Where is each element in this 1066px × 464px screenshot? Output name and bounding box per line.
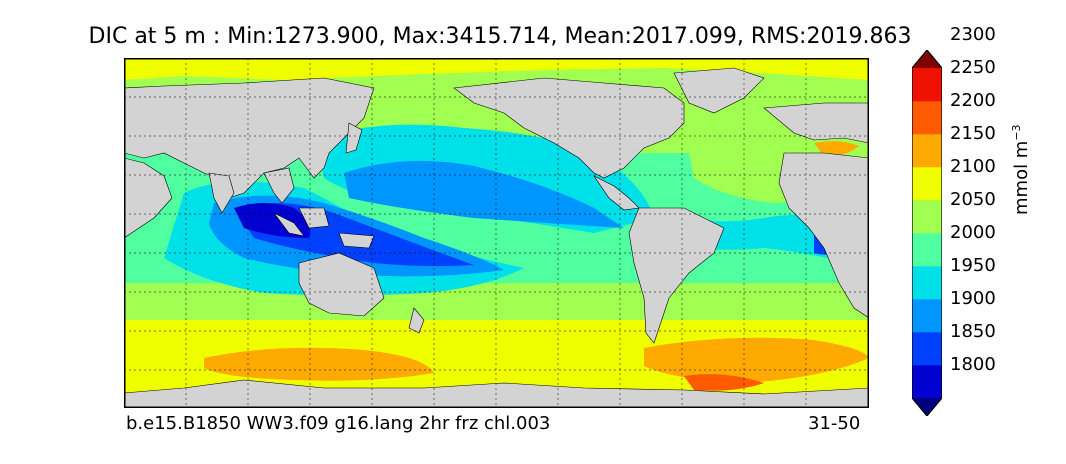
land-new-zealand: [408, 307, 425, 334]
ocean-map: [124, 58, 869, 408]
land-india: [208, 172, 235, 214]
land-antarctica: [124, 379, 869, 408]
land-australia: [298, 252, 385, 317]
colorbar-segment: [912, 68, 942, 102]
plot-title: DIC at 5 m : Min:1273.900, Max:3415.714,…: [88, 24, 912, 49]
land: [124, 67, 869, 408]
colorbar-tick-label: 2200: [950, 90, 996, 111]
land-africa-east: [124, 157, 173, 239]
map-border: [124, 58, 869, 408]
colorbar-extend-max: [912, 50, 942, 68]
map-grid: [124, 58, 869, 408]
colorbar-tick-label: 2000: [950, 222, 996, 243]
colorbar-segment: [912, 266, 942, 300]
land-eurasia: [124, 77, 375, 199]
colorbar-segment: [912, 332, 942, 366]
southern-orange-atlantic: [644, 337, 869, 383]
land-sumatra: [273, 212, 305, 237]
colorbar-tick-label: 2100: [950, 156, 996, 177]
colorbar-segment: [912, 233, 942, 267]
colorbar-tick-label: 1850: [950, 321, 996, 342]
colorbar-tick-label: 1800: [950, 354, 996, 375]
colorbar-tick-label: 1900: [950, 288, 996, 309]
southern-orange-indian: [204, 347, 434, 381]
ocean-band-south-subtropics: [124, 283, 869, 323]
land-borneo: [298, 207, 330, 229]
colorbar-segment: [912, 299, 942, 333]
land-africa-west: [778, 152, 869, 319]
land-europe: [763, 102, 869, 144]
land-japan: [345, 122, 363, 154]
colorbar-units: mmol m−3: [1010, 115, 1034, 215]
colorbar-segment: [912, 167, 942, 201]
colorbar-tick-label: 2250: [950, 57, 996, 78]
colorbar-tick-label: 2150: [950, 123, 996, 144]
land-north-america: [453, 77, 685, 179]
case-name-label: b.e15.B1850 WW3.f09 g16.lang 2hr frz chl…: [126, 413, 551, 434]
colorbar-tick-label: 2050: [950, 189, 996, 210]
units-exponent: −3: [1010, 124, 1023, 141]
land-new-guinea: [338, 232, 375, 249]
colorbar-tick-label: 1950: [950, 255, 996, 276]
mediterranean-orange: [814, 141, 859, 157]
colorbar-segment: [912, 101, 942, 135]
north-pacific-blue: [344, 160, 624, 228]
colorbar: [911, 49, 943, 417]
colorbar-tick-label: 2300: [950, 24, 996, 45]
years-label: 31-50: [808, 413, 861, 434]
colorbar-extend-min: [912, 398, 942, 416]
land-indochina: [263, 167, 295, 204]
colorbar-segment: [912, 200, 942, 234]
units-text: mmol m: [1011, 140, 1032, 215]
colorbar-segment: [912, 134, 942, 168]
colorbar-segment: [912, 365, 942, 399]
land-south-america: [628, 207, 725, 344]
